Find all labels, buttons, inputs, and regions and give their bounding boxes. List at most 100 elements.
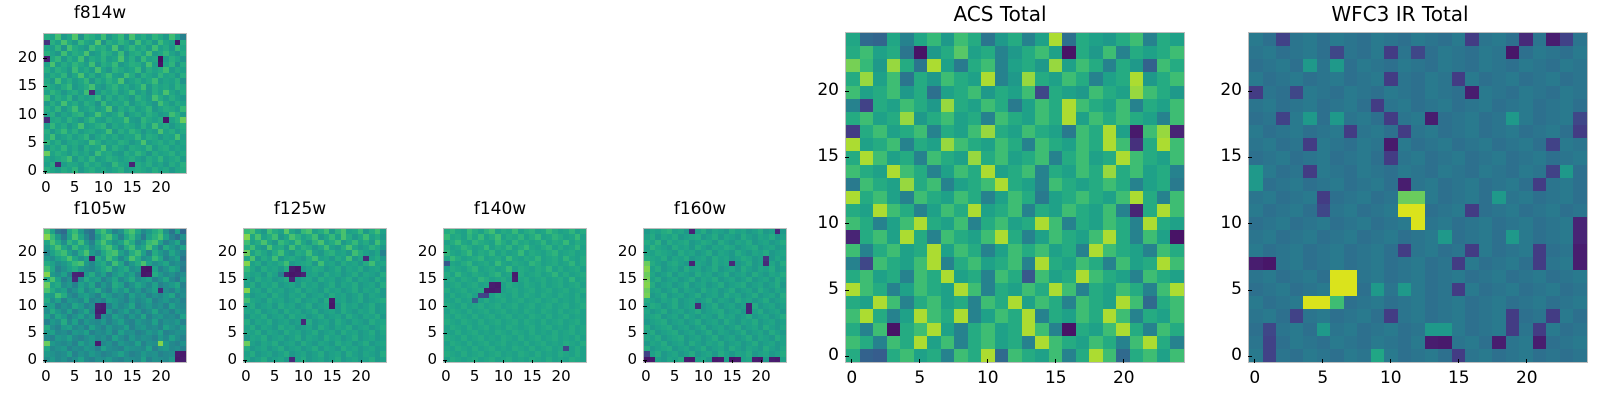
heatmap-cell <box>140 111 147 118</box>
heatmap-cell <box>1438 256 1452 270</box>
heatmap-cell <box>72 255 79 261</box>
heatmap-cell <box>568 255 575 261</box>
heatmap-cell <box>461 314 467 320</box>
heatmap-cell <box>1075 309 1090 323</box>
heatmap-cell <box>1048 335 1063 349</box>
heatmap-cell <box>255 314 262 320</box>
y-tick-mark <box>845 355 849 357</box>
heatmap-cell <box>1089 138 1103 152</box>
heatmap-cell <box>649 266 656 272</box>
heatmap-cell <box>746 324 752 331</box>
heatmap-cell <box>1330 217 1344 231</box>
heatmap-cell <box>1370 72 1385 86</box>
heatmap-cell <box>1262 230 1277 244</box>
heatmap-cell <box>1156 190 1171 205</box>
heatmap-cell <box>672 239 679 245</box>
heatmap-cell <box>1143 190 1157 205</box>
heatmap-cell <box>1156 217 1171 231</box>
heatmap-cell <box>168 150 175 157</box>
heatmap-cell <box>66 239 73 245</box>
heatmap-cell <box>380 271 386 277</box>
heatmap-cell <box>123 161 130 168</box>
heatmap-cell <box>689 239 696 245</box>
heatmap-cell <box>306 276 313 283</box>
heatmap-cell <box>129 340 135 347</box>
heatmap-cell <box>568 356 575 362</box>
heatmap-cell <box>489 330 496 336</box>
heatmap-cell <box>1384 33 1398 47</box>
heatmap-cell <box>306 266 313 272</box>
heatmap-cell <box>757 282 764 288</box>
heatmap-cell <box>689 292 696 299</box>
heatmap-cell <box>55 117 62 123</box>
heatmap-cell <box>100 244 107 251</box>
heatmap-cell <box>1303 335 1317 349</box>
heatmap-cell <box>357 308 364 315</box>
heatmap-cell <box>461 319 467 325</box>
heatmap-cell <box>478 266 484 272</box>
heatmap-cell <box>712 292 718 299</box>
heatmap-cell <box>551 266 558 272</box>
heatmap-cell <box>72 346 79 352</box>
heatmap-cell <box>523 308 530 315</box>
heatmap-cell <box>266 292 273 299</box>
heatmap-cell <box>886 322 901 336</box>
heatmap-cell <box>695 271 701 277</box>
heatmap-cell <box>967 269 982 284</box>
heatmap-cell <box>289 346 296 352</box>
heatmap-cell <box>455 330 462 336</box>
heatmap-cell <box>1021 177 1036 191</box>
heatmap-cell <box>61 282 67 288</box>
heatmap-cell <box>368 335 375 341</box>
heatmap-cell <box>472 340 479 347</box>
heatmap-cell <box>478 244 484 251</box>
heatmap-cell <box>649 351 656 357</box>
heatmap-cell <box>461 234 467 240</box>
heatmap-cell <box>900 256 914 270</box>
heatmap-cell <box>357 346 364 352</box>
heatmap-cell <box>1303 33 1317 47</box>
y-tick-mark <box>43 170 47 172</box>
heatmap-cell <box>106 308 113 315</box>
heatmap-cell <box>1249 256 1263 270</box>
heatmap-cell <box>61 145 67 151</box>
heatmap-cell <box>580 239 586 245</box>
heatmap-cell <box>859 322 874 336</box>
heatmap-cell <box>534 319 541 325</box>
heatmap-cell <box>455 292 462 299</box>
heatmap-cell <box>1357 348 1371 362</box>
heatmap-cell <box>1465 59 1479 73</box>
heatmap-cell <box>1438 309 1452 323</box>
heatmap-cell <box>859 177 874 191</box>
heatmap-cell <box>295 330 301 336</box>
heatmap-cell <box>83 100 90 107</box>
heatmap-cell <box>1370 177 1385 191</box>
heatmap-cell <box>244 324 250 331</box>
heatmap-cell <box>44 56 50 62</box>
heatmap-cell <box>140 134 147 140</box>
heatmap-cell <box>117 89 124 96</box>
heatmap-cell <box>483 287 490 293</box>
heatmap-cell <box>1089 283 1103 297</box>
heatmap-cell <box>180 106 186 112</box>
heatmap-cell <box>72 78 79 85</box>
y-tick-label: 5 <box>27 132 37 151</box>
heatmap-cell <box>49 271 56 277</box>
heatmap-cell <box>323 340 330 347</box>
heatmap-cell <box>746 266 752 272</box>
heatmap-cell <box>734 303 741 309</box>
heatmap-cell <box>1008 72 1022 86</box>
heatmap-cell <box>523 340 530 347</box>
heatmap-cell <box>44 45 50 51</box>
heatmap-cell <box>712 282 718 288</box>
x-tick-mark <box>45 359 47 363</box>
heatmap-cell <box>1021 125 1036 139</box>
heatmap-cell <box>100 356 107 362</box>
heatmap-cell <box>44 324 50 331</box>
heatmap-cell <box>351 330 358 336</box>
heatmap-cell <box>49 340 56 347</box>
heatmap-cell <box>757 292 764 299</box>
heatmap-cell <box>78 244 84 251</box>
heatmap-cell <box>900 33 914 47</box>
heatmap-cell <box>1089 164 1103 178</box>
